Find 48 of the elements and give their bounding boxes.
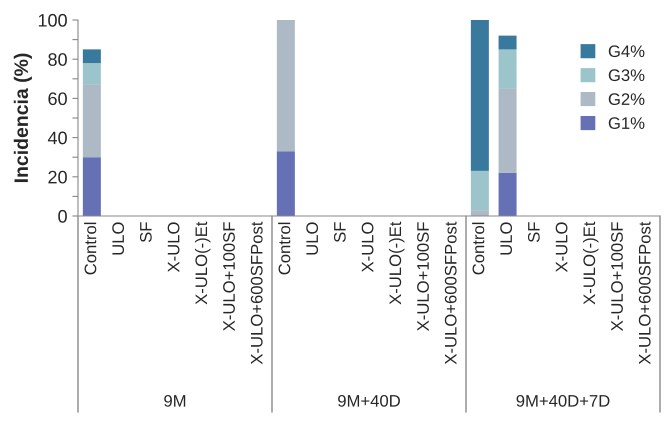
x-tick-label: Control: [278, 222, 290, 274]
bar: [470, 210, 489, 216]
bar: [82, 84, 101, 158]
y-axis-title: Incidencia (%): [14, 54, 32, 182]
x-tick-label: X-ULO+100SF: [417, 222, 429, 331]
x-tick-label: X-ULO+600SFPost: [250, 222, 263, 364]
text: 9M+40D+7D: [516, 394, 610, 407]
bar: [276, 151, 295, 216]
bar: [498, 88, 517, 173]
legend-label: G1%: [608, 117, 644, 130]
x-tick-label: SF: [140, 222, 152, 242]
x-tick-label: X-ULO: [556, 222, 568, 272]
x-tick-label: Control: [84, 222, 96, 274]
y-tick-label: 20: [48, 170, 67, 184]
x-tick-label: X-ULO(-)Et: [194, 222, 210, 305]
x-tick-label: X-ULO: [362, 222, 374, 272]
text: 9M: [164, 394, 186, 407]
x-tick-label: ULO: [306, 222, 318, 255]
y-tick-label: 40: [48, 132, 67, 144]
x-tick-label: X-ULO(-)Et: [582, 222, 598, 305]
x-tick-label: X-ULO+100SF: [223, 222, 235, 331]
bar: [498, 49, 517, 89]
bar: [498, 36, 517, 50]
y-tick-label: 100: [38, 14, 67, 27]
legend-label: G2%: [608, 93, 644, 106]
y-tick-label: 0: [58, 210, 67, 223]
bar: [498, 172, 517, 216]
bar: [82, 49, 101, 64]
y-tick-label: 60: [48, 92, 67, 106]
bar: [82, 63, 101, 85]
x-tick-label: ULO: [112, 222, 124, 255]
bar: [276, 20, 295, 152]
bar: [82, 157, 101, 216]
x-tick-label: X-ULO(-)Et: [388, 222, 404, 305]
x-tick-label: X-ULO+600SFPost: [444, 222, 457, 364]
legend-label: G3%: [608, 69, 644, 82]
x-tick-label: X-ULO+100SF: [611, 222, 623, 331]
bar: [470, 20, 489, 171]
x-tick-label: SF: [528, 222, 540, 242]
x-tick-label: ULO: [500, 222, 512, 255]
text: 9M+40D: [338, 394, 400, 407]
x-tick-label: X-ULO+600SFPost: [638, 222, 651, 364]
bar: [470, 170, 489, 210]
y-tick-label: 80: [48, 53, 67, 66]
x-tick-label: X-ULO: [168, 222, 180, 272]
x-tick-label: Control: [472, 222, 484, 274]
x-tick-label: SF: [334, 222, 346, 242]
legend-label: G4%: [608, 45, 644, 58]
